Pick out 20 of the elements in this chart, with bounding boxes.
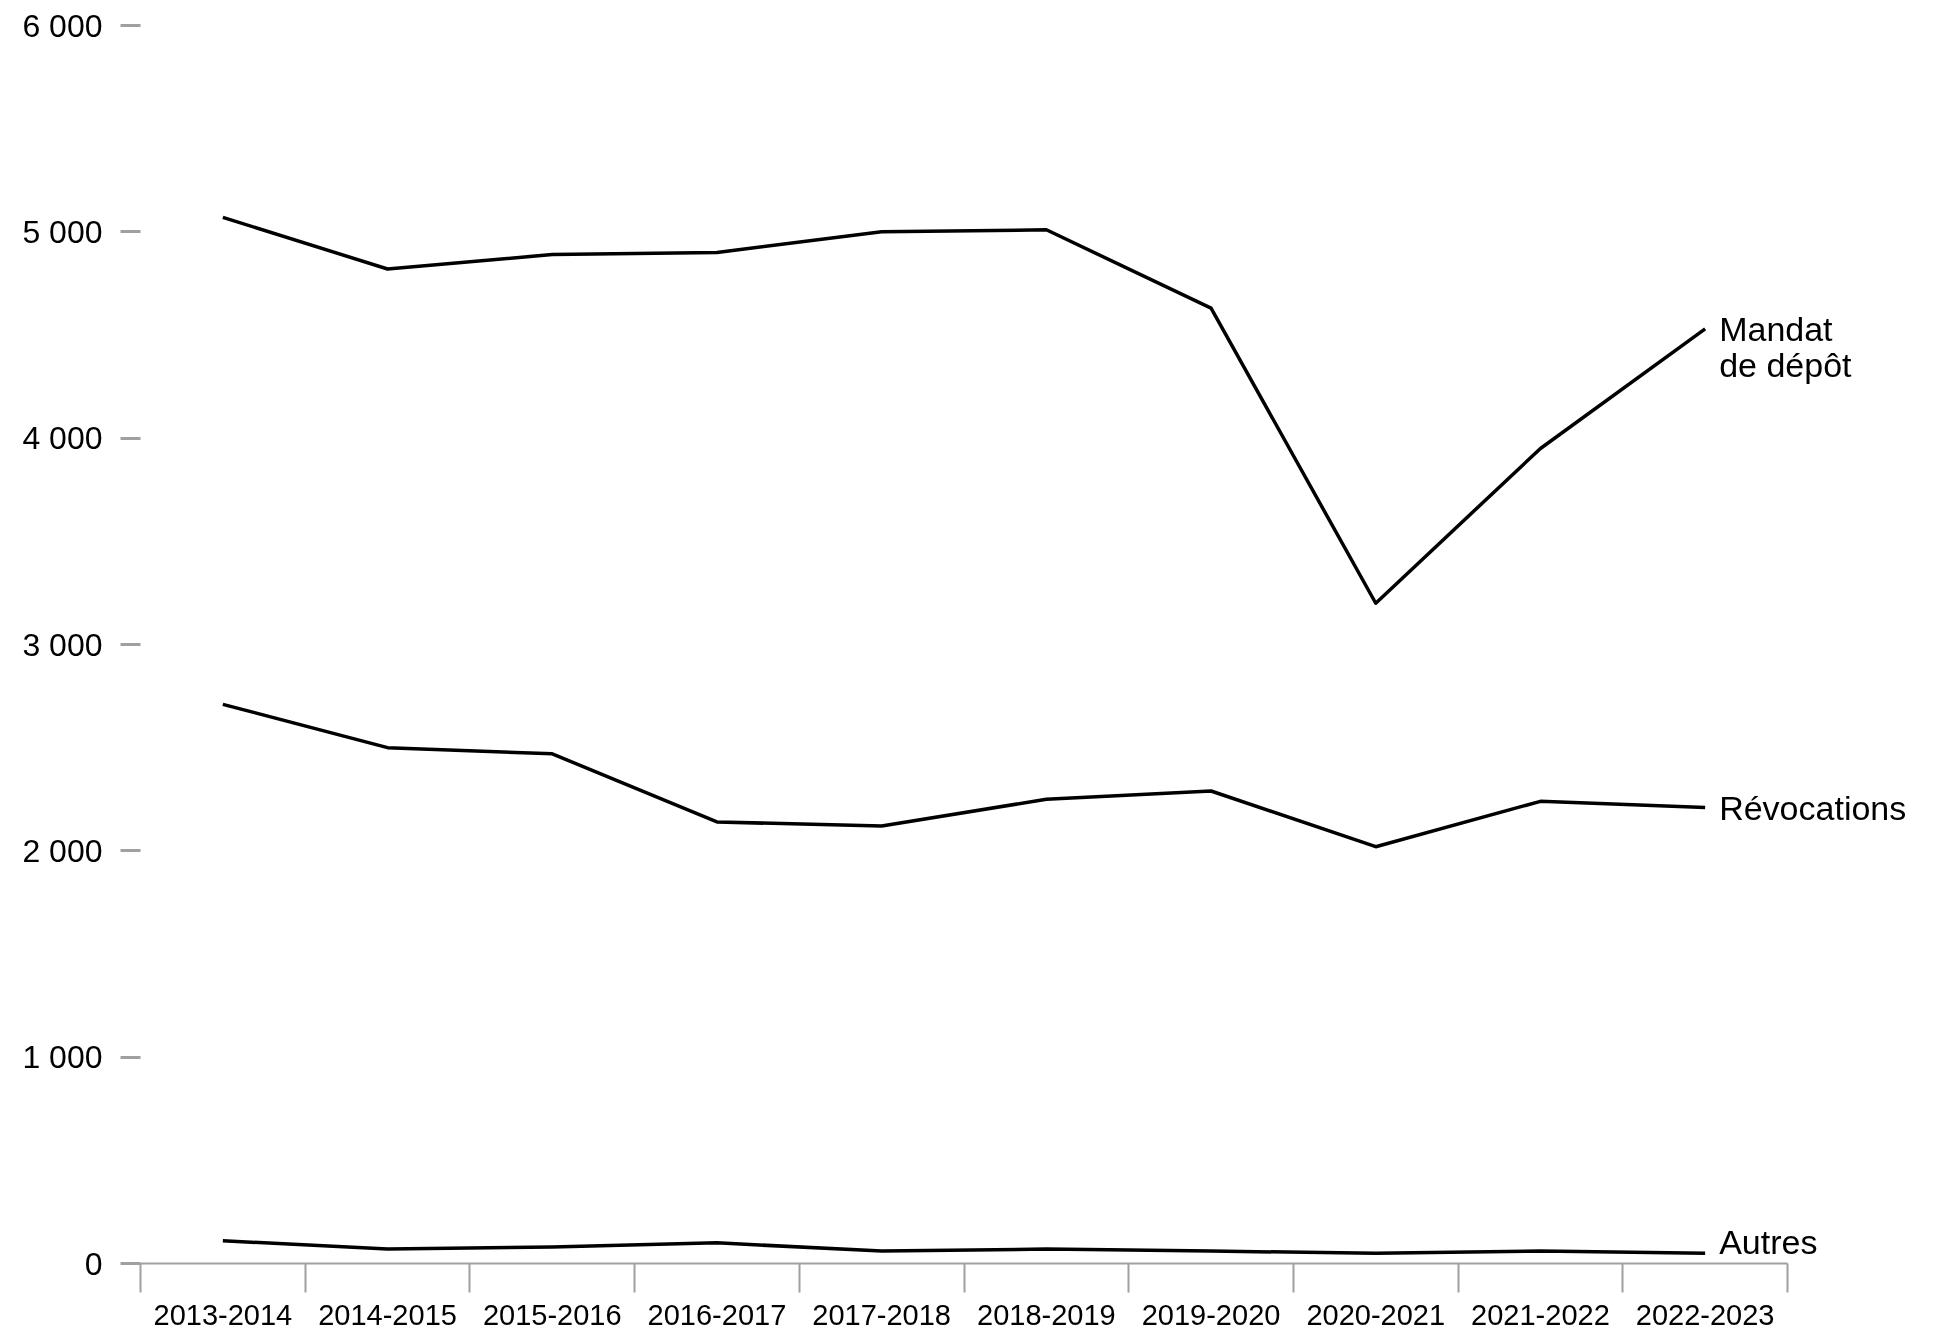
series-label: Mandat de dépôt <box>1719 309 1853 384</box>
y-tick-label: 5 000 <box>22 213 103 250</box>
x-tick-label: 2013-2014 <box>153 1298 293 1327</box>
y-tick-label: 2 000 <box>22 832 103 869</box>
y-tick-label: 1 000 <box>22 1039 103 1076</box>
series-label: Autres <box>1719 1222 1818 1261</box>
x-tick-label: 2018-2019 <box>977 1298 1116 1327</box>
x-tick-label: 2015-2016 <box>482 1298 622 1327</box>
y-tick-label: 4 000 <box>22 420 103 457</box>
x-tick-label: 2020-2021 <box>1306 1298 1446 1327</box>
x-tick-label: 2016-2017 <box>647 1298 787 1327</box>
x-tick-label: 2021-2022 <box>1471 1298 1610 1327</box>
x-tick-label: 2022-2023 <box>1635 1298 1775 1327</box>
x-tick-label: 2014-2015 <box>318 1298 457 1327</box>
y-tick-label: 3 000 <box>22 626 103 663</box>
y-tick-label: 6 000 <box>22 7 103 44</box>
series-label: Révocations <box>1719 788 1907 827</box>
x-tick-label: 2019-2020 <box>1141 1298 1281 1327</box>
x-tick-label: 2017-2018 <box>812 1298 951 1327</box>
y-tick-label: 0 <box>84 1245 103 1282</box>
